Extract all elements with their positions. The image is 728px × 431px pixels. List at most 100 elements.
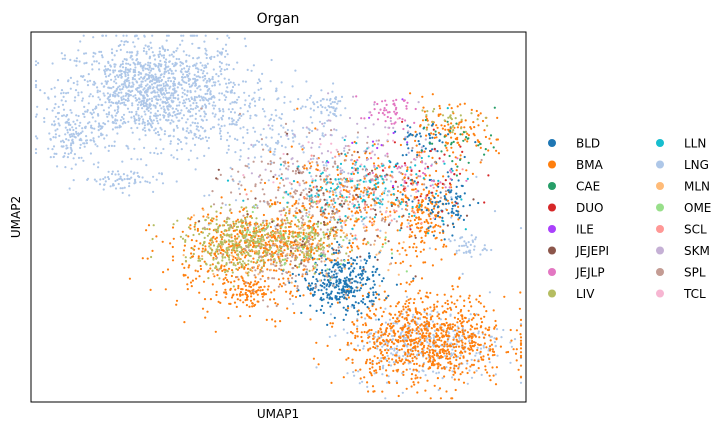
point-lng	[182, 73, 185, 76]
point-bma	[438, 338, 441, 342]
point-bma	[233, 235, 237, 238]
point-lng	[159, 113, 162, 116]
point-bma	[415, 337, 418, 340]
point-bma	[496, 116, 499, 119]
point-bma	[428, 190, 431, 193]
point-bld	[428, 137, 432, 140]
point-lng	[78, 124, 81, 127]
point-lng	[152, 77, 155, 80]
point-bma	[400, 224, 403, 227]
point-bma	[312, 357, 315, 360]
point-bma	[407, 298, 410, 301]
point-lng	[151, 87, 154, 90]
point-bma	[468, 352, 471, 355]
point-bma	[406, 335, 409, 338]
point-bma	[197, 247, 200, 250]
point-lng	[124, 98, 127, 102]
point-bma	[460, 339, 463, 342]
point-lng	[225, 63, 228, 66]
point-lng	[479, 347, 483, 350]
point-bma	[405, 281, 408, 284]
point-lng	[106, 92, 109, 95]
point-bma	[456, 141, 459, 144]
point-lng	[237, 83, 240, 86]
point-lng	[36, 105, 39, 108]
point-lng	[124, 73, 127, 76]
point-bma	[445, 390, 448, 393]
point-lng	[264, 143, 267, 146]
point-lng	[64, 100, 67, 103]
point-lng	[378, 206, 382, 209]
point-lng	[187, 158, 190, 161]
point-lng	[83, 145, 86, 148]
point-bld	[434, 201, 437, 204]
point-bma	[450, 214, 453, 217]
point-lng	[453, 239, 456, 242]
point-lng	[121, 191, 124, 194]
point-lng	[250, 69, 253, 72]
point-bma	[293, 284, 296, 288]
point-lng	[83, 105, 86, 108]
point-lng	[77, 156, 81, 159]
point-lng	[502, 328, 505, 332]
point-lng	[153, 129, 156, 132]
point-bma	[418, 364, 421, 367]
point-lng	[292, 120, 295, 123]
point-bma	[455, 345, 458, 348]
point-bma	[356, 327, 359, 330]
point-bld	[390, 256, 394, 259]
point-lng	[340, 95, 344, 98]
point-lng	[163, 110, 166, 113]
point-lng	[147, 109, 150, 112]
point-bma	[445, 352, 448, 355]
point-lng	[60, 99, 63, 102]
point-bma	[407, 343, 410, 346]
point-lng	[391, 353, 395, 356]
point-lng	[183, 67, 186, 70]
point-bld	[341, 295, 344, 298]
point-bma	[353, 224, 356, 227]
point-lng	[165, 66, 168, 69]
point-lng	[374, 331, 377, 334]
point-bma	[322, 241, 325, 244]
point-bma	[234, 288, 237, 291]
point-bma	[197, 255, 200, 258]
point-lng	[402, 354, 405, 358]
point-bma	[422, 346, 425, 349]
point-bma	[269, 225, 272, 229]
point-bld	[456, 195, 459, 198]
point-bma	[246, 267, 250, 270]
point-bld	[425, 186, 428, 189]
point-bma	[404, 194, 407, 197]
point-bld	[350, 265, 353, 268]
point-lng	[77, 94, 80, 97]
point-lng	[122, 34, 125, 37]
point-bma	[411, 329, 414, 332]
point-lng	[218, 132, 222, 135]
point-bld	[343, 277, 346, 280]
point-bma	[400, 348, 403, 351]
point-bma	[474, 341, 477, 344]
point-lng	[75, 64, 78, 67]
point-lng	[177, 142, 180, 145]
point-lng	[61, 57, 64, 60]
point-lng	[217, 80, 220, 83]
point-lng	[172, 120, 175, 123]
point-bma	[429, 217, 432, 221]
point-bma	[435, 124, 438, 127]
point-bld	[368, 255, 371, 258]
point-lng	[149, 151, 152, 154]
point-lng	[162, 147, 165, 151]
point-bma	[443, 342, 446, 346]
point-bma	[215, 290, 218, 293]
point-lng	[216, 37, 219, 40]
point-lng	[66, 113, 69, 117]
point-bma	[432, 133, 435, 136]
point-bma	[220, 238, 223, 241]
point-lng	[128, 182, 131, 185]
point-lng	[54, 136, 57, 139]
point-bma	[479, 343, 482, 346]
point-bma	[492, 374, 495, 377]
point-lng	[67, 121, 70, 124]
point-bld	[349, 290, 352, 293]
